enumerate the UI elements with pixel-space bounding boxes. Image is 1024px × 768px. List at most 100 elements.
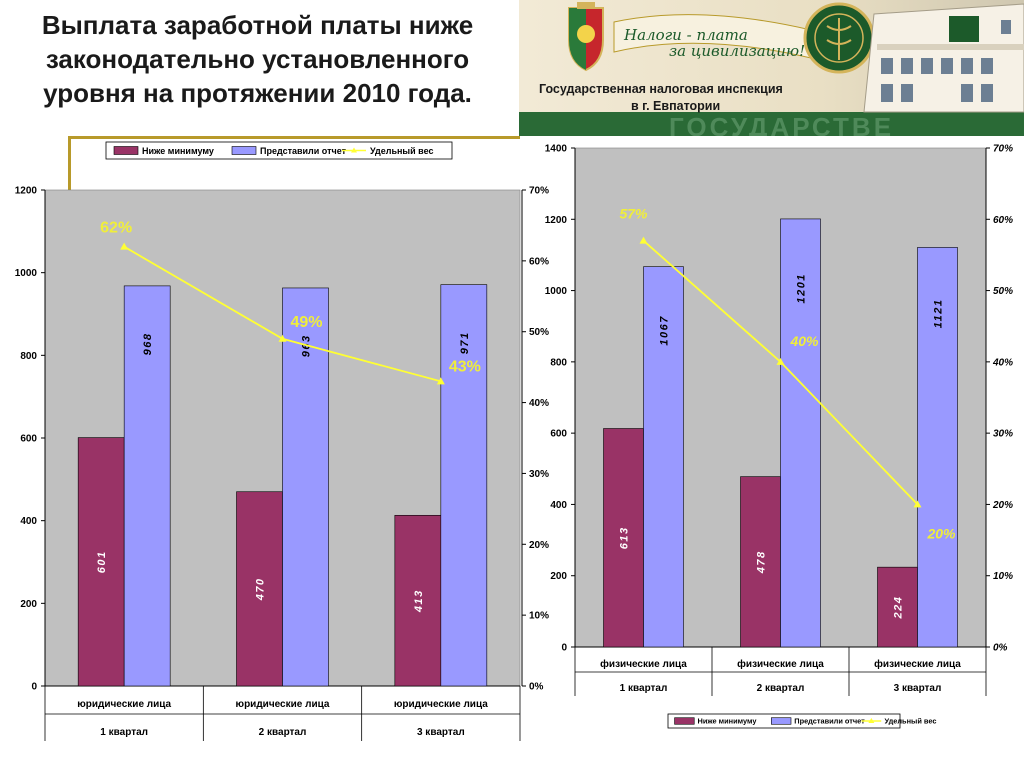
right-y2-tick-label: 40% [992, 357, 1013, 368]
left-bar-minimum [236, 491, 283, 687]
left-legend-swatch-0 [113, 146, 139, 155]
right-y2-tick-label: 10% [993, 571, 1013, 582]
left-legend-label-1: Представили отчет [260, 146, 347, 156]
right-category-quarter-label: 3 квартал [894, 683, 942, 694]
slogan-line1: Налоги - плата [623, 26, 748, 44]
left-legend-marker-share [351, 147, 357, 153]
left-bar-minimum-label: 413 [413, 589, 425, 613]
right-bar-reported-label: 1067 [659, 315, 671, 345]
left-bar-minimum [77, 437, 125, 687]
right-y2-tick-label: 70% [993, 144, 1013, 155]
right-y2-tick-label: 50% [993, 286, 1013, 297]
right-y2-tick-label: 0% [993, 643, 1008, 654]
city-coat-of-arms-icon [568, 2, 604, 72]
left-bar-reported-label: 971 [459, 331, 471, 354]
left-share-value-label: 62% [100, 220, 132, 237]
org-name-line1: Государственная налоговая инспекция [539, 82, 783, 96]
right-share-point [913, 500, 922, 508]
left-share-point [120, 242, 129, 250]
tax-service-emblem-icon [803, 2, 875, 74]
decorative-frame [68, 136, 520, 190]
left-share-point [278, 334, 287, 342]
right-share-value-label: 20% [926, 525, 956, 541]
right-y-tick-label: 200 [550, 571, 567, 582]
right-category-entity-label: физические лица [874, 658, 961, 670]
right-bar-reported [780, 218, 821, 648]
left-y-tick-label: 200 [20, 599, 37, 610]
right-legend-swatch-1 [771, 717, 792, 725]
left-share-point [436, 377, 445, 385]
right-bar-minimum [603, 428, 644, 648]
right-bar-minimum-label: 478 [756, 550, 768, 574]
right-legend-label-0: Ниже минимуму [698, 717, 758, 726]
org-name-line2: в г. Евпатории [631, 99, 720, 113]
right-y-tick-label: 1000 [545, 286, 568, 297]
right-legend-label-share: Удельный вес [884, 717, 936, 726]
right-y-tick-label: 1400 [545, 144, 568, 155]
left-category-quarter-label: 2 квартал [259, 727, 307, 738]
left-y2-tick-label: 20% [529, 540, 549, 551]
left-y-tick-label: 800 [20, 351, 37, 362]
right-share-point [776, 357, 785, 365]
right-y-tick-label: 400 [550, 500, 567, 511]
left-bar-reported [440, 284, 488, 687]
left-bar-reported [282, 287, 329, 687]
right-legend-swatch-0 [674, 717, 695, 725]
left-legend-box [105, 141, 453, 160]
left-bar-reported-label: 968 [142, 332, 154, 355]
right-share-value-label: 57% [619, 206, 648, 222]
left-y-tick-label: 400 [20, 516, 37, 527]
left-y2-tick-label: 0% [529, 682, 544, 693]
left-category-entity-label: юридические лица [77, 699, 171, 710]
left-y2-tick-label: 40% [529, 398, 549, 409]
left-legend-label-0: Ниже минимуму [142, 146, 214, 156]
right-bar-reported-label: 1121 [933, 299, 945, 329]
left-y-tick-label: 1200 [15, 186, 38, 197]
right-y-tick-label: 600 [550, 429, 567, 440]
banner-bottom-strip [519, 112, 1024, 136]
left-category-entity-label: юридические лица [236, 699, 330, 710]
left-y-tick-label: 600 [20, 434, 37, 445]
right-bar-reported-label: 1201 [796, 273, 808, 303]
right-category-entity-label: физические лица [600, 658, 687, 670]
right-bar-minimum [740, 476, 781, 648]
right-legend-marker-share [868, 718, 875, 723]
left-legend-label-share: Удельный вес [370, 146, 433, 156]
right-bar-reported [917, 247, 958, 648]
inspection-building-icon [863, 3, 1024, 113]
right-share-value-label: 40% [789, 333, 819, 349]
right-legend-label-1: Представили отчет [794, 717, 865, 726]
right-bar-reported [643, 266, 684, 648]
left-y2-tick-label: 70% [529, 186, 549, 197]
left-y2-tick-label: 50% [529, 327, 549, 338]
right-y2-tick-label: 20% [992, 500, 1013, 511]
slogan-line2: за цивилизацию! [669, 42, 805, 60]
right-y2-tick-label: 30% [993, 429, 1013, 440]
chart-legal-entities: 0 200 400 600 800 1000 1200 0% 10% 20% 30% 40% 50% 60… [15, 141, 549, 741]
right-category-quarter-label: 1 квартал [620, 683, 668, 694]
slide-title: Выплата заработной платы ниже законодате… [41, 10, 474, 108]
left-share-value-label: 49% [290, 314, 322, 331]
right-category-entity-label: физические лица [737, 658, 824, 670]
left-category-quarter-label: 1 квартал [100, 727, 148, 738]
left-share-value-label: 43% [449, 358, 481, 375]
left-bar-minimum-label: 601 [96, 550, 108, 573]
right-bar-minimum [877, 566, 918, 648]
left-y2-tick-label: 30% [529, 469, 549, 480]
left-bar-minimum-label: 470 [255, 577, 267, 601]
left-y2-tick-label: 10% [529, 611, 549, 622]
left-category-quarter-label: 3 квартал [417, 727, 465, 738]
left-legend-swatch-1 [231, 146, 257, 155]
left-category-entity-label: юридические лица [394, 699, 488, 710]
chart-individuals: 0 200 400 600 800 1000 1200 1400 0% 10% 20% 30% 40% 5… [545, 144, 1013, 729]
right-y-tick-label: 0 [561, 643, 567, 654]
slogan-ribbon: Налоги - плата за цивилизацию! [613, 14, 812, 60]
banner-watermark: ГОСУДАРСТВЕ [669, 112, 894, 136]
right-share-point [639, 236, 648, 244]
right-y-tick-label: 1200 [545, 215, 568, 226]
right-category-quarter-label: 2 квартал [757, 683, 805, 694]
right-y-tick-label: 800 [550, 357, 567, 368]
right-bar-minimum-label: 613 [619, 526, 631, 549]
tax-inspection-banner: ГОСУДАРСТВЕ Налоги - плата за цивилизаци… [519, 0, 1024, 136]
right-bar-minimum-label: 224 [893, 596, 905, 620]
